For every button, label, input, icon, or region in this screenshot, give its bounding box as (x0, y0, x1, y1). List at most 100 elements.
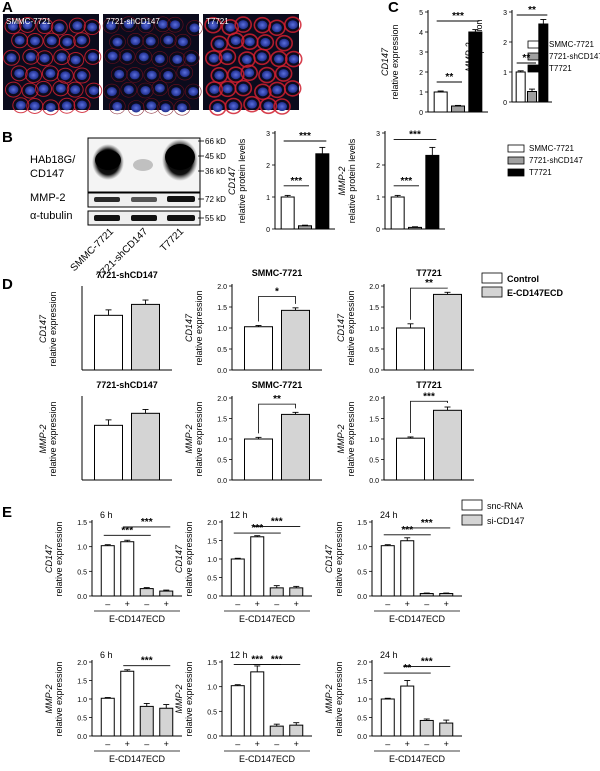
significance-label: *** (409, 129, 421, 140)
cell-membrane (240, 64, 258, 82)
bar (250, 536, 265, 597)
cell-membrane (254, 83, 272, 101)
y-tick-label: 1.5 (369, 305, 379, 312)
cell-nucleus (112, 101, 123, 111)
bar (230, 685, 245, 737)
cell-nucleus (171, 87, 182, 97)
cell-nucleus (157, 19, 168, 29)
legend-label: 7721-shCD147 (529, 156, 583, 165)
cell-nucleus (214, 39, 225, 49)
cell-membrane (253, 48, 271, 66)
cell-nucleus (106, 21, 117, 31)
y-tick-label: 0.0 (77, 734, 87, 741)
bar (396, 327, 425, 371)
cell-nucleus (260, 37, 271, 47)
legend-label: 7721-shCD147 (549, 52, 600, 61)
y-tick-label: 3 (503, 10, 507, 17)
y-axis-label-unit: relative expression (334, 521, 344, 596)
significance-label: ** (445, 72, 453, 83)
y-tick-label: 1.0 (207, 557, 217, 564)
cell-nucleus (238, 83, 249, 93)
cell-membrane (118, 49, 136, 65)
panel-letter-d: D (2, 276, 13, 293)
bar (100, 545, 115, 597)
significance-bracket (258, 296, 296, 322)
cell-nucleus (129, 70, 140, 80)
blot-band (131, 197, 157, 202)
panel-letter-e: E (2, 504, 12, 521)
y-tick-label: 2.0 (217, 284, 227, 291)
cell-membrane (68, 17, 86, 34)
chart-c-mmp2: MMP-2 relative expression 0 1 2 3 ** ** (464, 5, 552, 107)
x-sign-label: + (255, 739, 260, 749)
cell-nucleus (277, 102, 288, 112)
cell-nucleus (214, 70, 225, 80)
y-tick-label: 0.0 (369, 368, 379, 375)
significance-label: ** (273, 394, 281, 405)
y-axis-label-unit: relative expression (48, 401, 58, 476)
y-tick-label: 1.5 (217, 417, 227, 424)
cell-membrane (56, 67, 74, 84)
cell-membrane (167, 83, 185, 100)
bar (94, 424, 123, 481)
y-tick-label: 1.0 (207, 685, 217, 692)
bar (425, 154, 440, 230)
y-tick-label: 0.5 (369, 347, 379, 354)
chart-d-mmp2-t7721: T7721 MMP-2 relative expression 0.0 0.5 1.0 1.… (336, 380, 474, 485)
y-axis-label-unit: relative expression (194, 290, 204, 365)
chart-title: T7721 (416, 268, 442, 278)
y-tick-label: 1 (503, 70, 507, 77)
legend-panel-b: SMMC-7721 7721-shCD147 T7721 (507, 144, 583, 177)
cell-nucleus (188, 86, 199, 96)
y-tick-label: 1.5 (217, 305, 227, 312)
cell-membrane (234, 16, 252, 33)
y-axis-label-unit: relative protein levels (237, 138, 247, 223)
y-axis-label-gene: MMP-2 (337, 167, 347, 196)
bar (419, 719, 434, 737)
micrograph-label: 7721-shCD147 (106, 17, 160, 26)
y-tick-label: 0 (419, 110, 423, 117)
micrograph-7721-shcd147: 7721-shCD147 (102, 14, 203, 116)
significance-label: *** (423, 391, 435, 402)
significance-label: *** (452, 11, 464, 22)
significance-label: *** (121, 525, 133, 536)
legend-swatch (461, 514, 483, 526)
bar (538, 23, 549, 103)
cell-nucleus (208, 20, 219, 30)
y-tick-label: 1.0 (369, 326, 379, 333)
y-tick-label: 0.0 (207, 594, 217, 601)
bar (230, 558, 245, 597)
y-tick-label: 0.0 (357, 594, 367, 601)
cell-nucleus (271, 23, 282, 33)
cell-membrane (259, 97, 278, 115)
cell-membrane (10, 65, 28, 82)
y-axis-label-gene: CD147 (174, 544, 184, 573)
cell-nucleus (279, 38, 290, 48)
x-sign-label: – (144, 599, 149, 609)
cell-membrane (67, 51, 85, 68)
x-sign-label: – (274, 599, 279, 609)
chart-d-cd147-smmc: SMMC-7721 CD147 relative expression 0.0 0.5 1… (184, 268, 322, 375)
significance-label: *** (400, 176, 412, 187)
cell-membrane (58, 33, 76, 50)
y-tick-label: 3 (266, 131, 270, 138)
cell-membrane (50, 19, 68, 36)
bar (139, 588, 154, 597)
cell-nucleus (209, 84, 220, 94)
cell-nucleus (14, 35, 25, 45)
bar (433, 91, 448, 113)
legend-label: snc-RNA (487, 501, 523, 511)
bar (244, 326, 273, 371)
x-group-label: E-CD147ECD (239, 754, 296, 764)
cell-nucleus (60, 71, 71, 81)
significance-label: *** (421, 518, 433, 529)
y-tick-label: 5 (419, 10, 423, 17)
y-axis-label-gene: MMP-2 (174, 685, 184, 714)
significance-bracket (410, 400, 448, 433)
bar (400, 685, 415, 737)
cell-nucleus (46, 36, 57, 46)
cell-nucleus (177, 103, 188, 113)
cell-membrane (253, 16, 272, 34)
blot-band (133, 159, 153, 171)
